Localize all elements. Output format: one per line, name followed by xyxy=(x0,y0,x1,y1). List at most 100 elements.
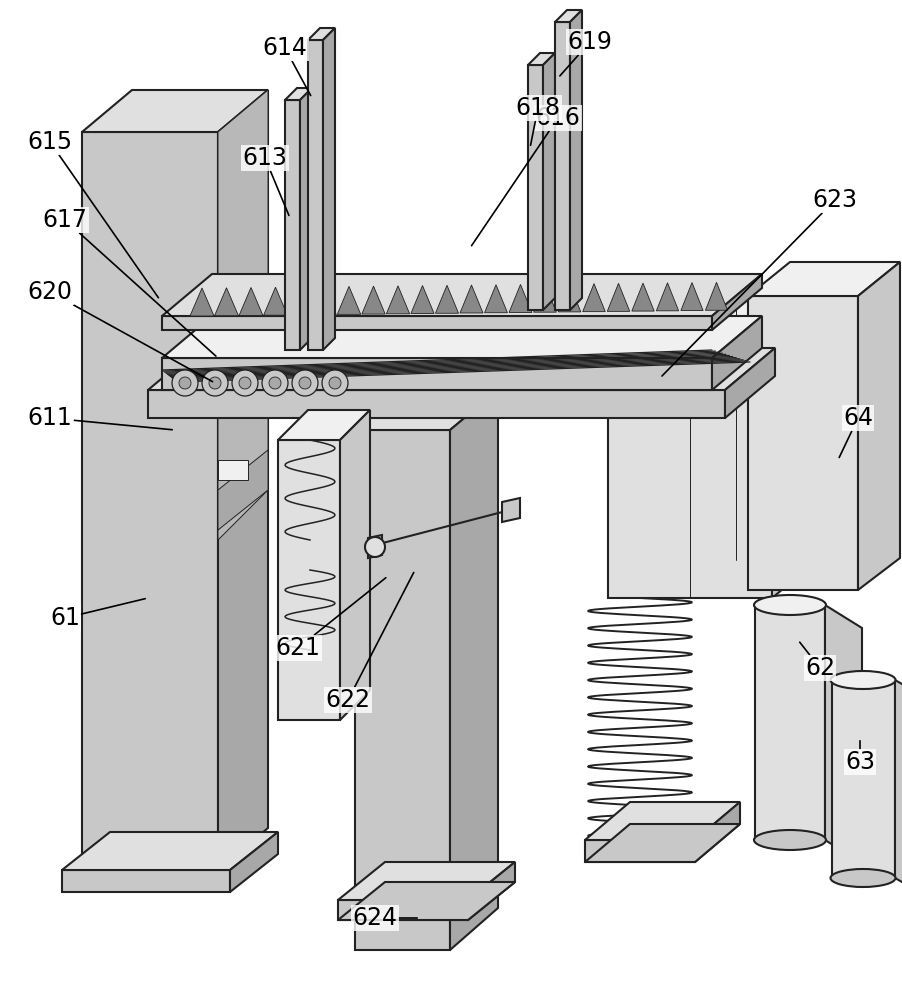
Polygon shape xyxy=(308,40,323,350)
Polygon shape xyxy=(285,88,312,100)
Polygon shape xyxy=(230,832,278,892)
Polygon shape xyxy=(386,286,410,314)
Polygon shape xyxy=(724,348,774,418)
Polygon shape xyxy=(584,840,695,862)
Ellipse shape xyxy=(830,869,895,887)
Polygon shape xyxy=(584,802,739,840)
Polygon shape xyxy=(308,28,335,40)
Polygon shape xyxy=(747,296,857,590)
Ellipse shape xyxy=(830,671,895,689)
Polygon shape xyxy=(337,286,360,314)
Circle shape xyxy=(299,377,310,389)
Polygon shape xyxy=(631,283,653,311)
Text: 64: 64 xyxy=(838,406,872,457)
Ellipse shape xyxy=(753,830,825,850)
Text: 62: 62 xyxy=(799,642,834,680)
Polygon shape xyxy=(555,10,582,22)
Polygon shape xyxy=(557,284,580,312)
Text: 61: 61 xyxy=(50,599,145,630)
Polygon shape xyxy=(217,90,268,540)
Polygon shape xyxy=(354,390,497,430)
Polygon shape xyxy=(695,802,739,862)
Polygon shape xyxy=(239,287,262,315)
Polygon shape xyxy=(340,410,370,720)
Text: 611: 611 xyxy=(28,406,172,430)
Circle shape xyxy=(364,537,384,557)
Circle shape xyxy=(208,377,221,389)
Polygon shape xyxy=(215,288,238,316)
Polygon shape xyxy=(312,287,336,315)
Polygon shape xyxy=(323,28,335,350)
Text: 616: 616 xyxy=(471,106,580,246)
Polygon shape xyxy=(894,680,902,898)
Polygon shape xyxy=(582,284,604,312)
Polygon shape xyxy=(484,285,507,313)
Polygon shape xyxy=(189,288,214,316)
Polygon shape xyxy=(704,282,727,310)
Ellipse shape xyxy=(753,595,825,615)
Polygon shape xyxy=(747,262,899,296)
Text: 63: 63 xyxy=(844,741,874,774)
Polygon shape xyxy=(502,498,520,522)
Text: 615: 615 xyxy=(27,130,158,298)
Polygon shape xyxy=(263,287,287,315)
Polygon shape xyxy=(711,274,761,330)
Polygon shape xyxy=(161,316,711,330)
Polygon shape xyxy=(824,605,861,863)
Circle shape xyxy=(171,370,198,396)
Polygon shape xyxy=(680,283,703,311)
Polygon shape xyxy=(771,300,817,598)
Polygon shape xyxy=(831,680,894,878)
Circle shape xyxy=(328,377,341,389)
Polygon shape xyxy=(542,53,555,310)
Circle shape xyxy=(239,377,251,389)
Polygon shape xyxy=(410,286,434,314)
Polygon shape xyxy=(711,316,761,390)
Text: 618: 618 xyxy=(515,96,560,145)
Polygon shape xyxy=(459,285,483,313)
Polygon shape xyxy=(857,262,899,590)
Circle shape xyxy=(202,370,227,396)
Polygon shape xyxy=(337,900,467,920)
Polygon shape xyxy=(278,440,340,720)
Text: 624: 624 xyxy=(352,906,417,930)
Polygon shape xyxy=(467,862,514,920)
Polygon shape xyxy=(528,65,542,310)
Polygon shape xyxy=(607,338,771,598)
Polygon shape xyxy=(368,535,382,558)
Polygon shape xyxy=(82,132,217,870)
Polygon shape xyxy=(337,862,514,900)
Text: 614: 614 xyxy=(262,36,310,96)
Polygon shape xyxy=(754,605,824,840)
Text: 621: 621 xyxy=(275,578,385,660)
Polygon shape xyxy=(449,390,497,950)
Polygon shape xyxy=(569,10,582,310)
Polygon shape xyxy=(148,348,774,390)
Polygon shape xyxy=(161,358,711,390)
Polygon shape xyxy=(509,284,531,312)
Polygon shape xyxy=(299,88,312,350)
Polygon shape xyxy=(288,287,311,315)
Polygon shape xyxy=(362,286,385,314)
Polygon shape xyxy=(217,90,268,870)
Text: 620: 620 xyxy=(27,280,212,382)
Polygon shape xyxy=(161,274,761,316)
Polygon shape xyxy=(584,824,739,862)
Text: 623: 623 xyxy=(661,188,857,376)
Polygon shape xyxy=(161,316,761,358)
Polygon shape xyxy=(148,390,724,418)
Circle shape xyxy=(262,370,288,396)
Text: 613: 613 xyxy=(243,146,289,215)
Polygon shape xyxy=(555,22,569,310)
Polygon shape xyxy=(607,283,629,311)
Polygon shape xyxy=(278,410,370,440)
Circle shape xyxy=(322,370,347,396)
Polygon shape xyxy=(607,300,817,338)
Polygon shape xyxy=(354,430,449,950)
Polygon shape xyxy=(435,285,458,313)
Polygon shape xyxy=(62,832,278,870)
Polygon shape xyxy=(656,283,678,311)
Circle shape xyxy=(179,377,191,389)
Polygon shape xyxy=(528,53,555,65)
Polygon shape xyxy=(217,460,248,480)
